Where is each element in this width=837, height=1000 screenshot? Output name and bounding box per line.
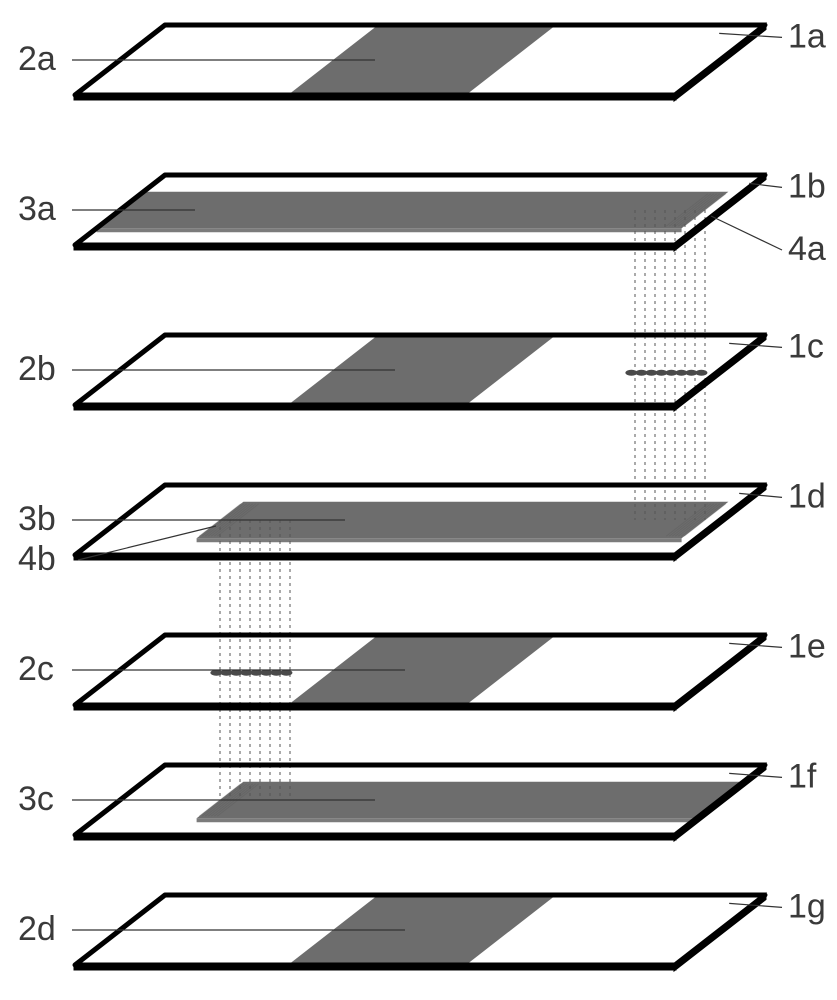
label-1g: 1g <box>788 887 826 925</box>
label-3a: 3a <box>18 190 56 228</box>
label-3b: 3b <box>18 500 56 538</box>
label-1b: 1b <box>788 167 826 205</box>
label-2a: 2a <box>18 40 56 78</box>
label-1d: 1d <box>788 477 826 515</box>
label-4b: 4b <box>18 540 56 578</box>
label-1e: 1e <box>788 627 826 665</box>
label-1f: 1f <box>788 757 817 795</box>
label-1c: 1c <box>788 327 824 365</box>
diagram-container: 1a 2a 1b 3a 4a 1c 2b 1d 3b4b 1e 2c 1f 3c 1g 2d <box>0 0 837 1000</box>
label-2b: 2b <box>18 350 56 388</box>
label-1a: 1a <box>788 17 826 55</box>
label-4a: 4a <box>788 230 826 268</box>
label-2c: 2c <box>18 650 54 688</box>
label-3c: 3c <box>18 780 54 818</box>
label-2d: 2d <box>18 910 56 948</box>
